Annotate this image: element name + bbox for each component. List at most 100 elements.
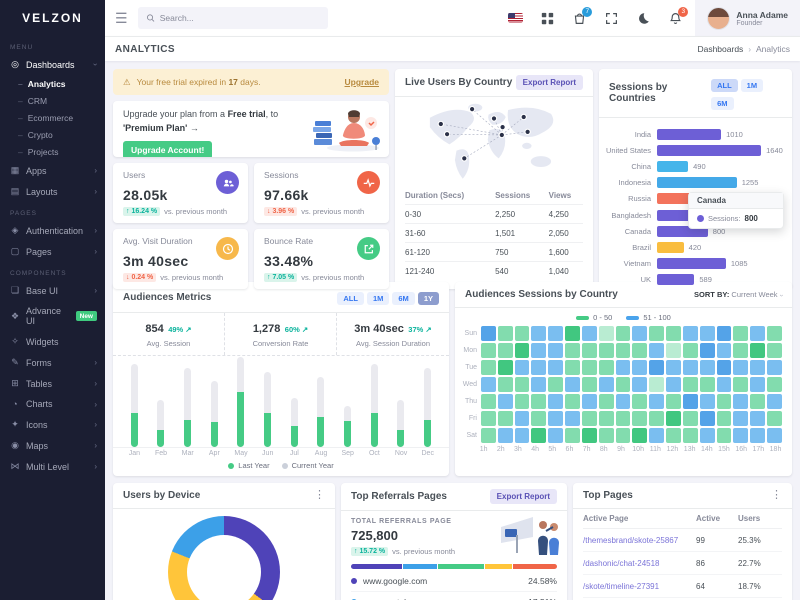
heatmap-cell[interactable] <box>699 394 715 409</box>
heatmap-cell[interactable] <box>649 377 665 392</box>
heatmap-cell[interactable] <box>750 394 766 409</box>
kebab-menu-icon[interactable]: ⋮ <box>771 489 782 501</box>
bar[interactable] <box>657 177 737 189</box>
heatmap-cell[interactable] <box>497 360 513 375</box>
heatmap-cell[interactable] <box>733 326 749 341</box>
sidebar-item-tables[interactable]: ⊞ Tables › <box>0 373 105 394</box>
heatmap-cell[interactable] <box>548 377 564 392</box>
heatmap-cell[interactable] <box>514 343 530 358</box>
stacked-bar[interactable] <box>397 399 405 447</box>
heatmap-cell[interactable] <box>598 360 614 375</box>
heatmap-cell[interactable] <box>666 428 681 443</box>
sidebar-item-base-ui[interactable]: ❏ Base UI › <box>0 280 105 301</box>
heatmap-cell[interactable] <box>699 326 715 341</box>
heatmap-cell[interactable] <box>649 326 665 341</box>
heatmap-cell[interactable] <box>514 360 530 375</box>
heatmap-cell[interactable] <box>666 360 681 375</box>
heatmap-cell[interactable] <box>565 411 580 426</box>
sidebar-subitem-crypto[interactable]: – Crypto <box>0 126 105 143</box>
heatmap-cell[interactable] <box>481 394 496 409</box>
heatmap-cell[interactable] <box>514 377 530 392</box>
referral-row[interactable]: www.youtube.com 17.51% <box>351 592 557 600</box>
heatmap-cell[interactable] <box>649 343 665 358</box>
heatmap-cell[interactable] <box>666 394 681 409</box>
notifications-bell-icon[interactable]: 3 <box>668 6 689 26</box>
heatmap-cell[interactable] <box>531 360 547 375</box>
stacked-bar[interactable] <box>370 364 378 447</box>
heatmap-cell[interactable] <box>497 377 513 392</box>
heatmap-cell[interactable] <box>767 360 782 375</box>
heatmap-cell[interactable] <box>531 377 547 392</box>
heatmap-cell[interactable] <box>481 377 496 392</box>
heatmap-cell[interactable] <box>716 428 732 443</box>
stacked-bar[interactable] <box>237 356 245 447</box>
heatmap-cell[interactable] <box>750 428 766 443</box>
heatmap-cell[interactable] <box>497 394 513 409</box>
heatmap-cell[interactable] <box>682 428 698 443</box>
heatmap-cell[interactable] <box>615 343 631 358</box>
bar[interactable] <box>657 160 689 172</box>
sidebar-subitem-projects[interactable]: – Projects <box>0 143 105 160</box>
sidebar-subitem-crm[interactable]: – CRM <box>0 92 105 109</box>
sidebar-item-widgets[interactable]: ✧ Widgets <box>0 331 105 352</box>
heatmap-cell[interactable] <box>767 394 782 409</box>
stacked-bar[interactable] <box>424 368 432 447</box>
breadcrumb-dashboards[interactable]: Dashboards <box>697 44 744 54</box>
heatmap-cell[interactable] <box>531 428 547 443</box>
heatmap-cell[interactable] <box>767 343 782 358</box>
bar[interactable] <box>657 225 708 237</box>
sidebar-item-maps[interactable]: ◉ Maps › <box>0 435 105 456</box>
heatmap-cell[interactable] <box>514 326 530 341</box>
heatmap-cell[interactable] <box>632 360 648 375</box>
range-button-6m[interactable]: 6M <box>711 97 734 110</box>
heatmap-cell[interactable] <box>632 326 648 341</box>
heatmap-cell[interactable] <box>598 394 614 409</box>
range-button-1m[interactable]: 1M <box>740 79 764 92</box>
heatmap-cell[interactable] <box>581 343 597 358</box>
heatmap-cell[interactable] <box>615 428 631 443</box>
heatmap-cell[interactable] <box>531 394 547 409</box>
heatmap-cell[interactable] <box>699 343 715 358</box>
stacked-bar[interactable] <box>264 371 272 447</box>
stacked-bar[interactable] <box>130 364 138 447</box>
sidebar-subitem-ecommerce[interactable]: – Ecommerce <box>0 109 105 126</box>
stacked-bar[interactable] <box>317 376 325 447</box>
heatmap-cell[interactable] <box>767 428 782 443</box>
heatmap-cell[interactable] <box>666 343 681 358</box>
heatmap-cell[interactable] <box>581 326 597 341</box>
heatmap-cell[interactable] <box>699 411 715 426</box>
bar[interactable] <box>657 128 722 140</box>
heatmap-cell[interactable] <box>632 411 648 426</box>
heatmap-cell[interactable] <box>598 428 614 443</box>
heatmap-cell[interactable] <box>733 394 749 409</box>
range-button-1y[interactable]: 1Y <box>417 292 439 305</box>
heatmap-cell[interactable] <box>565 343 580 358</box>
heatmap-cell[interactable] <box>649 394 665 409</box>
heatmap-cell[interactable] <box>598 343 614 358</box>
heatmap-cell[interactable] <box>716 343 732 358</box>
bar[interactable] <box>657 258 726 270</box>
heatmap-cell[interactable] <box>548 394 564 409</box>
heatmap-cell[interactable] <box>716 394 732 409</box>
heatmap-cell[interactable] <box>767 411 782 426</box>
heatmap-cell[interactable] <box>682 394 698 409</box>
heatmap-cell[interactable] <box>615 360 631 375</box>
heatmap-cell[interactable] <box>548 360 564 375</box>
heatmap-cell[interactable] <box>682 326 698 341</box>
heatmap-cell[interactable] <box>716 326 732 341</box>
cart-icon[interactable]: 7 <box>572 6 593 26</box>
range-button-all[interactable]: ALL <box>337 292 364 305</box>
sidebar-item-multi-level[interactable]: ⋈ Multi Level › <box>0 456 105 477</box>
dark-mode-moon-icon[interactable] <box>636 11 651 26</box>
heatmap-cell[interactable] <box>699 360 715 375</box>
heatmap-cell[interactable] <box>615 411 631 426</box>
heatmap-cell[interactable] <box>733 411 749 426</box>
stacked-bar[interactable] <box>290 398 298 447</box>
page-link[interactable]: /skote/timeline-27391 <box>583 581 660 591</box>
heatmap-cell[interactable] <box>750 326 766 341</box>
heatmap-cell[interactable] <box>514 411 530 426</box>
bar[interactable] <box>657 144 762 156</box>
heatmap-cell[interactable] <box>497 411 513 426</box>
heatmap-cell[interactable] <box>666 326 681 341</box>
heatmap-cell[interactable] <box>514 428 530 443</box>
